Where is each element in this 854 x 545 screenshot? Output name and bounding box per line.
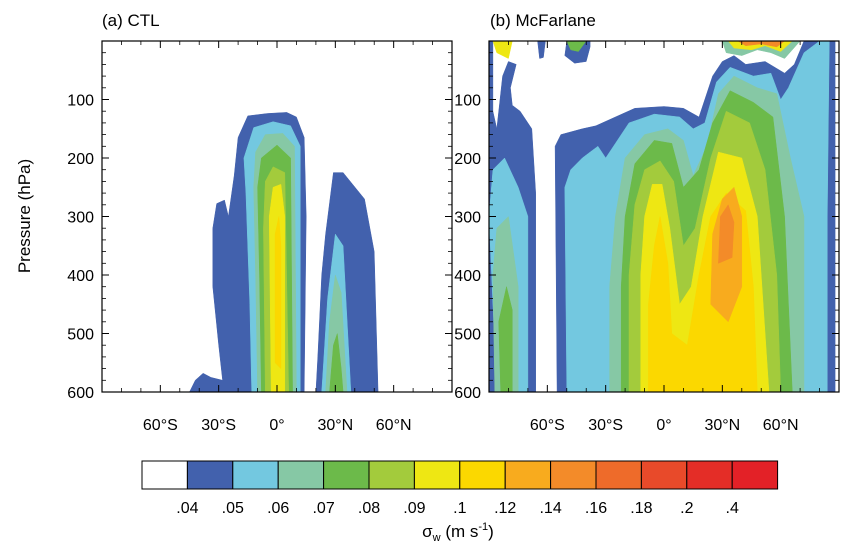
plot-frame [488,40,840,393]
x-tick-label: 0° [656,417,671,434]
y-tick-label: 600 [67,385,94,402]
plot-frame [101,40,453,393]
x-tick-label: 30°N [317,417,353,434]
x-tick-label: 0° [269,417,284,434]
colorbar-label: .1 [453,500,466,517]
contour-fills [488,40,836,393]
colorbar-label: .14 [539,500,561,517]
x-tick-label: 30°N [704,417,740,434]
colorbar-box [141,460,188,490]
x-tick-label: 30°S [201,417,236,434]
x-tick-label: 60°S [530,417,565,434]
colorbar-box [595,460,642,490]
colorbar-box [413,460,461,490]
x-tick-label: 60°N [763,417,799,434]
panel-title: (a) CTL [102,11,160,30]
axis-ticks: 60°S 30°S 0° 30°N 60°N 100 200 300 400 500 600 [454,41,840,434]
colorbar-box [731,460,779,490]
colorbar-box [459,460,506,490]
colorbar-label: .09 [403,500,425,517]
y-tick-label: 200 [67,151,94,168]
y-tick-label: 300 [454,210,481,227]
x-tick-label: 60°S [143,417,178,434]
colorbar-box [640,460,688,490]
colorbar-box [186,460,234,490]
panel-mcfarlane: (b) McFarlane 60°S 30°S 0° 30°N 60°N 100 200 30… [454,11,840,434]
panel-title: (b) McFarlane [490,11,596,30]
colorbar-label: .04 [176,500,198,517]
contour-fills [189,112,379,393]
y-tick-label: 400 [67,268,94,285]
colorbar-label: .07 [312,500,334,517]
colorbar-label: .18 [630,500,652,517]
colorbar-boxes [141,460,779,490]
panel-ctl: (a) CTL Pressure (hPa) 60°S 30°S 0° 30°N 60°… [15,11,453,434]
colorbar-label: .06 [267,500,289,517]
colorbar-label: .12 [494,500,516,517]
contour-region-level-9 [718,204,735,264]
colorbar-labels: .04 .05 .06 .07 .08 .09 .1 .12 .14 .16 .18 .2 .4 [176,500,739,517]
contour-region-level-6 [492,40,513,59]
y-tick-label: 100 [67,93,94,110]
colorbar-box [686,460,733,490]
x-tick-label: 30°S [588,417,623,434]
colorbar-box [232,460,279,490]
contour-region-level-1 [537,40,546,59]
y-tick-label: 100 [454,93,481,110]
colorbar-box [550,460,597,490]
axis-ticks: 60°S 30°S 0° 30°N 60°N 100 200 300 400 500 600 [67,41,453,434]
y-tick-label: 300 [67,210,94,227]
y-tick-label: 400 [454,268,481,285]
colorbar-box [504,460,552,490]
colorbar-label: .05 [222,500,244,517]
y-tick-label: 500 [454,327,481,344]
colorbar-label: .4 [726,500,739,517]
y-tick-label: 600 [454,385,481,402]
colorbar-label: .2 [680,500,693,517]
colorbar-label: .16 [585,500,607,517]
colorbar-box [368,460,415,490]
y-tick-label: 500 [67,327,94,344]
colorbar-box [277,460,325,490]
y-axis-label: Pressure (hPa) [15,159,34,273]
contour-region-level-7 [274,216,282,370]
colorbar: .04 .05 .06 .07 .08 .09 .1 .12 .14 .16 .18 .2 .4 σw … [141,460,779,544]
colorbar-title: σw (m s-1) [422,521,494,544]
colorbar-label: .08 [358,500,380,517]
x-tick-label: 60°N [376,417,412,434]
y-tick-label: 200 [454,151,481,168]
colorbar-box [323,460,370,490]
contour-region-level-4 [498,286,513,393]
